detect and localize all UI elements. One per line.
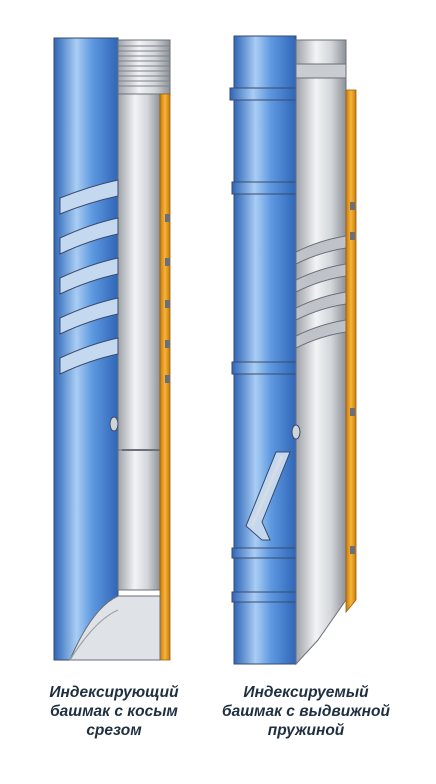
right-tool: [229, 35, 357, 666]
left-pin-hole: [109, 416, 119, 432]
caption-right-tool: Индексируемый башмак с выдвижной пружино…: [206, 683, 406, 740]
left-sleeve-slots: [165, 214, 170, 383]
left-lower-mandrel: [117, 449, 161, 591]
right-pin-hole: [291, 424, 301, 440]
left-inner-mandrel: [117, 93, 161, 451]
caption-right-line-1: Индексируемый: [243, 684, 369, 701]
caption-right-line-3: пружиной: [267, 722, 345, 739]
left-spiral-grooves: [59, 179, 119, 375]
right-inner-body: [295, 39, 347, 666]
left-tool: [53, 37, 171, 661]
right-sleeve-slots: [350, 202, 355, 554]
right-outer-housing: [233, 35, 297, 665]
caption-left-line-3: срезом: [86, 722, 142, 739]
left-thread-section: [117, 39, 171, 95]
right-spring: [250, 455, 284, 527]
caption-right-line-2: башмак с выдвижной: [222, 703, 390, 720]
left-thread-lines: [118, 45, 170, 87]
caption-left-tool: Индексирующий башмак с косым срезом: [14, 683, 214, 740]
caption-left-line-1: Индексирующий: [49, 684, 179, 701]
right-orange-sleeve: [345, 89, 357, 614]
right-top-collar: [295, 63, 347, 79]
caption-left-line-2: башмак с косым: [50, 703, 178, 720]
right-spiral-grooves: [295, 235, 347, 349]
left-bevel-cut: [69, 595, 161, 661]
